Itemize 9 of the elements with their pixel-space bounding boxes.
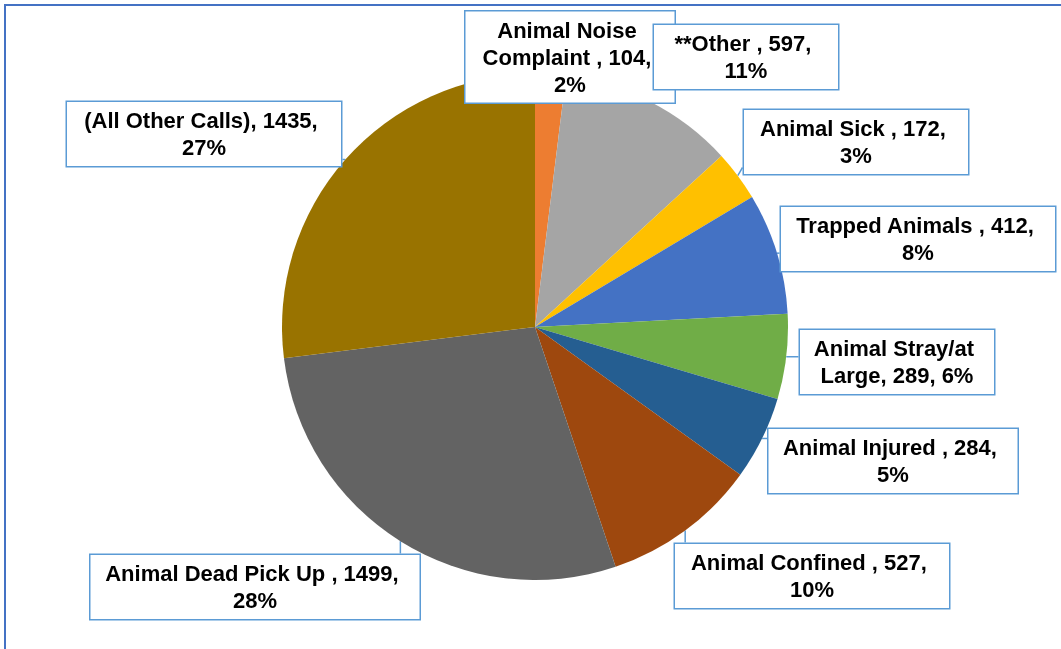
slice-label: Animal Confined , 527, 10% — [690, 550, 934, 602]
slice-label: Animal Noise Complaint , 104, 2% — [482, 17, 658, 97]
slice-label: Animal Dead Pick Up , 1499, 28% — [105, 561, 405, 613]
slice-label: Animal Sick , 172, 3% — [760, 116, 952, 168]
slice-label: Trapped Animals , 412, 8% — [796, 213, 1040, 265]
slice-label: (All Other Calls), 1435, 27% — [84, 108, 324, 160]
slice-label: **Other , 597, 11% — [674, 31, 818, 83]
slice-label: Animal Injured , 284, 5% — [782, 435, 1004, 487]
slice-label: Animal Stray/at Large, 289, 6% — [813, 336, 981, 388]
